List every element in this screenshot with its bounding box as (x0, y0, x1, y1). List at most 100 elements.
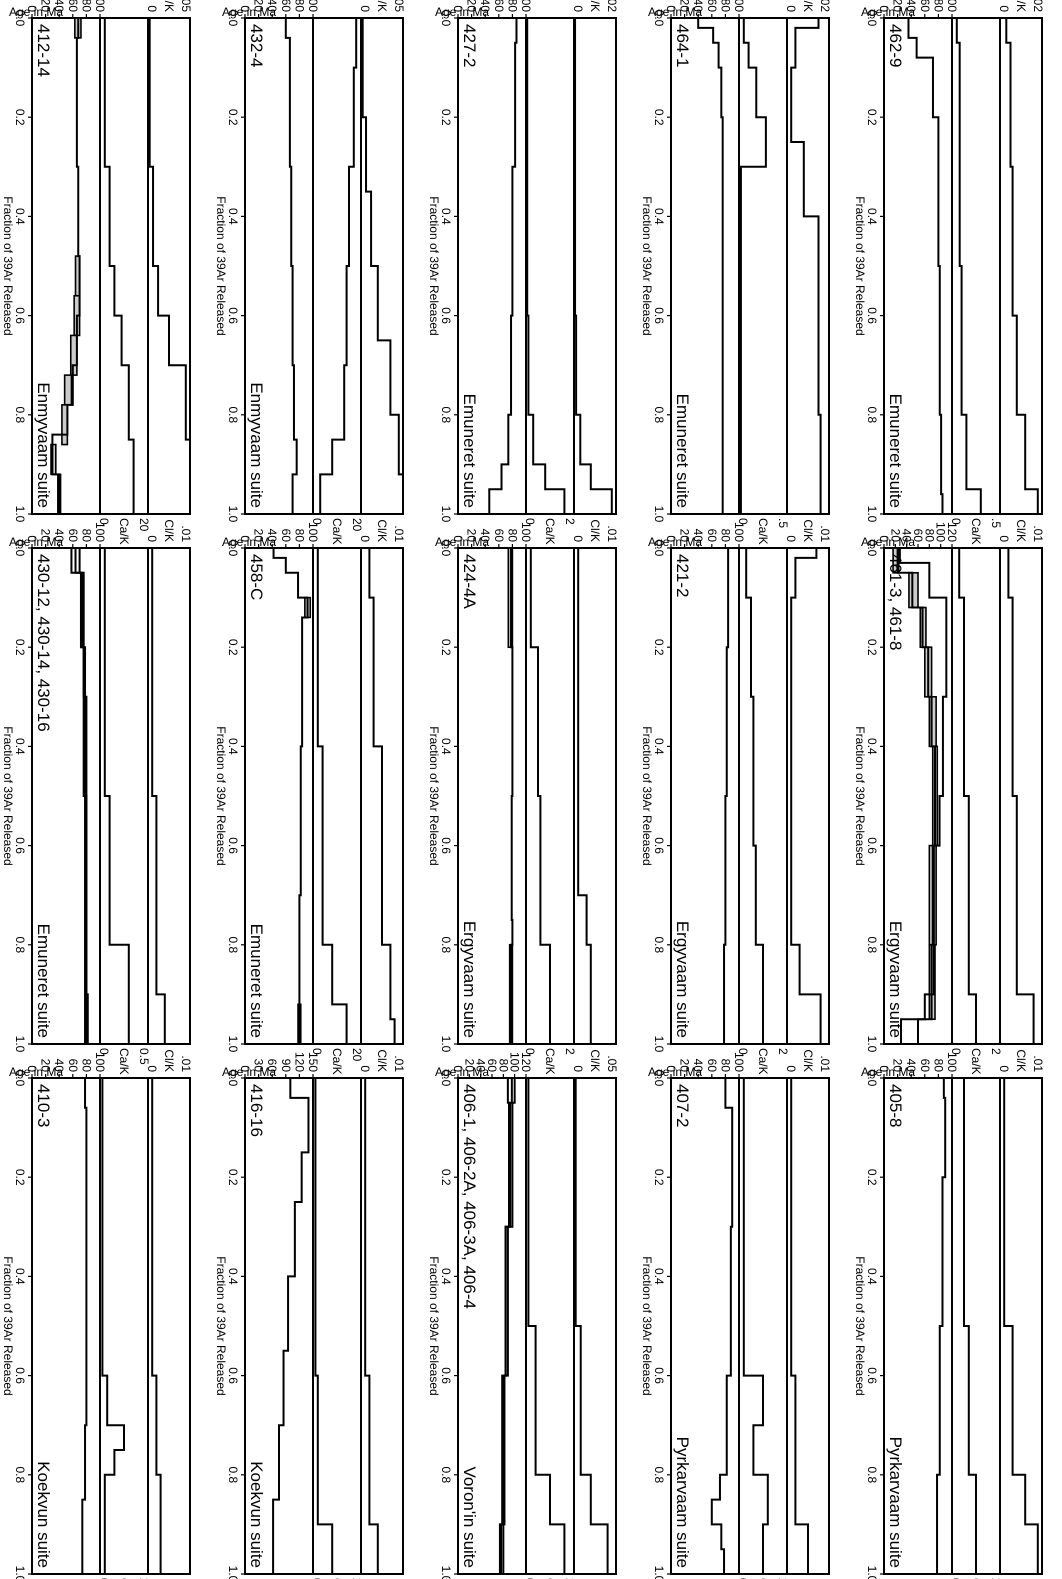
x-tick-label: 0.0 (439, 1070, 453, 1087)
age-tick-label: 100 (934, 522, 948, 542)
cak-frame (738, 17, 788, 515)
age-axis-label: Age in Ma (648, 5, 702, 19)
clk-frame (786, 547, 830, 1045)
clk-axis-label: Cl/K (375, 1049, 389, 1072)
clk-spectrum-line (790, 548, 822, 1044)
age-tick-label: 100 (945, 0, 959, 12)
x-axis-label: Fraction of 39Ar Released (640, 726, 654, 865)
age-frame (244, 1077, 314, 1575)
clk-axis-label: Cl/K (162, 0, 176, 12)
suite-label: Emuneret suite (886, 394, 905, 508)
x-tick-label: 0.0 (652, 10, 666, 27)
age-tick-label: 40 (691, 0, 705, 12)
x-tick-label: 0.2 (439, 1169, 453, 1186)
age-tick-label: 60 (66, 529, 80, 543)
age-tick-label: 80 (79, 529, 93, 543)
clk-axis-label: Cl/K (801, 0, 815, 12)
age-tick-label: 40 (900, 529, 914, 543)
clk-axis-label: Cl/K (1014, 0, 1028, 12)
suite-label: Emuneret suite (34, 924, 53, 1038)
x-tick-label: 1.0 (439, 506, 453, 523)
age-spectrum-line (723, 548, 730, 1044)
age-tick-label: 40 (691, 1059, 705, 1073)
cak-frame (951, 547, 1001, 1045)
age-tick-label: 80 (718, 0, 732, 12)
cak-max-label: 2 (563, 518, 577, 525)
clk-axis-label: Cl/K (1014, 1049, 1028, 1072)
clk-zero-label: 0 (145, 535, 159, 542)
cak-spectrum-line (742, 1078, 769, 1574)
x-axis-label: Fraction of 39Ar Released (1, 1256, 15, 1395)
suite-label: Ergyvaam suite (673, 921, 692, 1038)
x-tick-label: 0.2 (865, 1169, 879, 1186)
age-tick-label: 20 (39, 0, 53, 12)
clk-max-label: .05 (179, 0, 193, 12)
age-tick-label: 20 (465, 529, 479, 543)
clk-zero-label: 0 (358, 1065, 372, 1072)
age-tick-label: 100 (93, 0, 107, 12)
clk-max-label: .01 (179, 525, 193, 542)
x-tick-label: 0.4 (439, 1268, 453, 1285)
age-spectrum-line (936, 1078, 947, 1574)
clk-max-label: .01 (1031, 1055, 1045, 1072)
age-spectrum-line (896, 548, 936, 1044)
x-tick-label: 0.2 (439, 109, 453, 126)
age-spectrum-line (898, 548, 948, 1044)
cak-axis-label: Ca/K (117, 1048, 131, 1075)
clk-axis-label: Cl/K (375, 519, 389, 542)
cak-axis-label: Ca/K (969, 1048, 983, 1075)
x-tick-label: 1.0 (652, 1036, 666, 1053)
age-tick-label: 20 (39, 1059, 53, 1073)
age-spectrum-line (70, 548, 87, 1044)
age-spectrum-line (272, 1078, 310, 1574)
x-tick-label: 0.0 (226, 540, 240, 557)
sample-label: 458-C (247, 554, 266, 600)
x-tick-label: 1.0 (226, 1566, 240, 1579)
clk-zero-label: 0 (358, 5, 372, 12)
clk-zero-label: 0 (997, 535, 1011, 542)
suite-label: Ergyvaam suite (460, 921, 479, 1038)
age-spectrum-line (710, 1078, 734, 1574)
x-tick-label: 0.2 (226, 109, 240, 126)
suite-label: Ergyvaam suite (886, 921, 905, 1038)
x-tick-label: 0.2 (439, 639, 453, 656)
x-tick-label: 0.0 (439, 540, 453, 557)
suite-label: Koekvun suite (34, 1461, 53, 1568)
x-tick-label: 0.6 (226, 307, 240, 324)
x-axis-label: Fraction of 39Ar Released (853, 726, 867, 865)
clk-spectrum-line (574, 18, 613, 514)
age-frame (670, 547, 740, 1045)
age-tick-label: 60 (911, 529, 925, 543)
age-tick-label: 150 (306, 1052, 320, 1072)
clk-max-label: .01 (605, 525, 619, 542)
x-tick-label: 0.0 (13, 10, 27, 27)
age-tick-label: 30 (252, 1059, 266, 1073)
sample-label: 405-8 (886, 1084, 905, 1127)
x-tick-label: 0.4 (226, 208, 240, 225)
x-axis-label: Fraction of 39Ar Released (640, 1256, 654, 1395)
x-tick-label: 0.4 (13, 738, 27, 755)
x-tick-label: 0.2 (13, 109, 27, 126)
spectrum-panel: 0.0 0.2 0.4 0.6 0.8 1.0 Fraction of 39Ar Relea… (853, 519, 1045, 1074)
x-tick-label: 0.6 (226, 1367, 240, 1384)
age-tick-label: 20 (678, 529, 692, 543)
clk-axis-label: Cl/K (375, 0, 389, 12)
spectrum-panel: 0.0 0.2 0.4 0.6 0.8 1.0 Fraction of 39Ar Relea… (427, 0, 619, 545)
cak-frame (312, 547, 362, 1045)
age-tick-label: 120 (292, 1052, 306, 1072)
clk-zero-label: 0 (784, 1065, 798, 1072)
x-tick-label: 0.6 (865, 307, 879, 324)
clk-spectrum-line (361, 18, 404, 514)
cak-axis-label: Ca/K (543, 1048, 557, 1075)
age-frame (457, 17, 527, 515)
x-tick-label: 1.0 (226, 506, 240, 523)
x-tick-label: 1.0 (865, 506, 879, 523)
x-tick-label: 1.0 (13, 1036, 27, 1053)
suite-label: Pyrkarvaam suite (673, 1437, 692, 1568)
age-spectrum-line (51, 18, 81, 514)
x-tick-label: 0.6 (13, 307, 27, 324)
clk-axis-label: Cl/K (162, 519, 176, 542)
x-tick-label: 0.6 (439, 1367, 453, 1384)
suite-label: Enmyvaam suite (34, 382, 53, 508)
suite-label: Enmyvaam suite (247, 382, 266, 508)
